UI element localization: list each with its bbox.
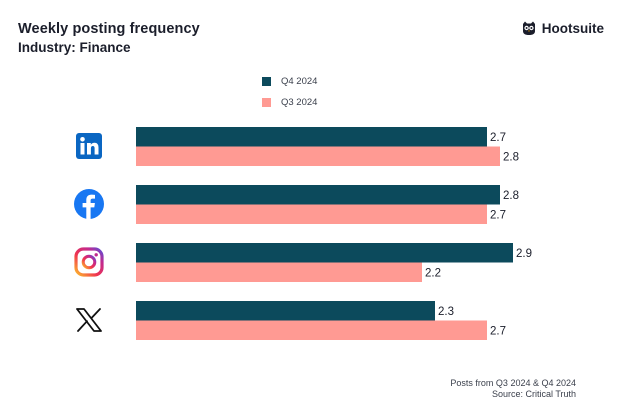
x-icon — [72, 303, 106, 337]
bar-instagram-q3 — [136, 262, 422, 282]
brand-name: Hootsuite — [541, 20, 604, 36]
data-label-x-q3: 2.7 — [490, 325, 506, 337]
bar-facebook-q4 — [136, 185, 500, 205]
data-label-facebook-q4: 2.8 — [503, 190, 519, 202]
data-label-linkedin-q4: 2.7 — [490, 132, 506, 144]
chart-footer: Posts from Q3 2024 & Q4 2024 Source: Cri… — [450, 378, 576, 400]
data-label-linkedin-q3: 2.8 — [503, 151, 519, 163]
chart-subtitle: Industry: Finance — [18, 40, 131, 55]
bar-linkedin-q4 — [136, 127, 487, 147]
bar-facebook-q3 — [136, 204, 487, 224]
facebook-icon — [72, 187, 106, 221]
legend-item-q4: Q4 2024 — [262, 75, 317, 87]
data-label-instagram-q3: 2.2 — [425, 267, 441, 279]
footer-source-period: Posts from Q3 2024 & Q4 2024 — [450, 378, 576, 388]
data-label-instagram-q4: 2.9 — [516, 248, 532, 260]
brand-logo: Hootsuite — [521, 20, 604, 36]
legend-label-q4: Q4 2024 — [281, 75, 318, 87]
footer-source: Source: Critical Truth — [491, 389, 576, 399]
owl-logo-icon — [522, 21, 535, 35]
legend-swatch-q4 — [262, 76, 271, 86]
data-label-x-q4: 2.3 — [438, 306, 454, 318]
bar-instagram-q4 — [136, 243, 513, 263]
instagram-icon — [72, 245, 106, 279]
data-label-facebook-q3: 2.7 — [490, 209, 506, 221]
legend-label-q3: Q3 2024 — [281, 96, 318, 108]
bar-x-q4 — [136, 301, 435, 321]
chart-title: Weekly posting frequency — [18, 21, 200, 37]
chart-legend: Q4 2024 Q3 2024 — [262, 75, 317, 117]
legend-item-q3: Q3 2024 — [262, 96, 317, 108]
legend-swatch-q3 — [262, 97, 271, 107]
bar-x-q3 — [136, 320, 487, 340]
bar-linkedin-q3 — [136, 146, 500, 166]
linkedin-icon — [72, 129, 106, 163]
